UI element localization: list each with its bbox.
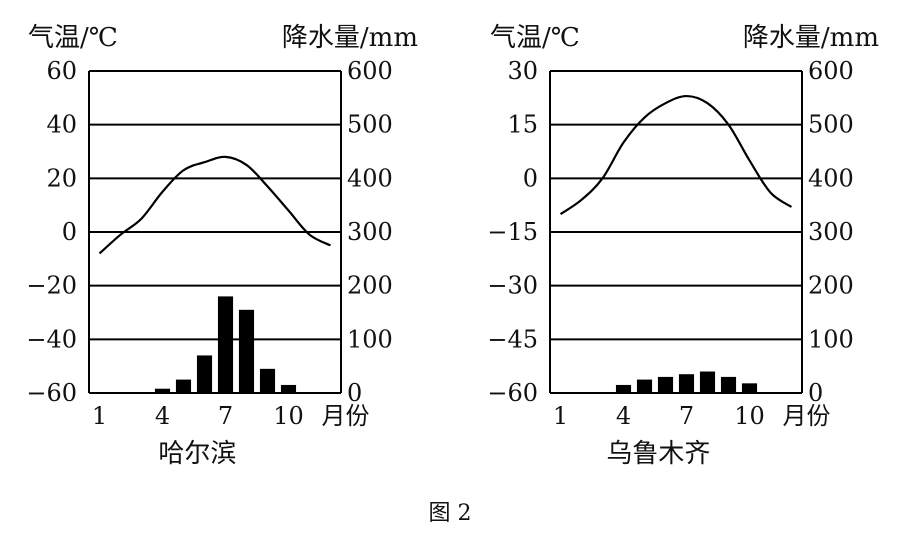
left-tick-label: 0	[62, 218, 77, 246]
right-tick-label: 500	[808, 111, 854, 139]
precip-bar	[217, 296, 234, 393]
left-tick-label: 40	[46, 111, 77, 139]
precip-bar	[280, 384, 297, 393]
precip-bar	[259, 368, 276, 393]
right-tick-label: 400	[347, 164, 393, 192]
city-name: 乌鲁木齐	[606, 439, 710, 469]
temperature-line	[98, 155, 332, 255]
precip-bar	[154, 388, 171, 393]
precip-bar	[196, 355, 213, 393]
left-tick-label: 20	[46, 164, 77, 192]
right-tick-label: 100	[347, 325, 393, 353]
left-tick-label: −60	[26, 379, 77, 407]
x-tick-label: 4	[616, 402, 631, 430]
x-axis-unit: 月份	[322, 402, 370, 430]
left-tick-label: 30	[507, 57, 538, 85]
x-axis-unit: 月份	[783, 402, 831, 430]
precip-bar	[720, 376, 737, 393]
x-tick-label: 4	[155, 402, 170, 430]
x-tick-label: 1	[553, 402, 568, 430]
precip-bar	[175, 379, 192, 393]
right-tick-label: 300	[347, 218, 393, 246]
precip-bar	[615, 384, 632, 393]
left-tick-label: −20	[26, 272, 77, 300]
x-tick-label: 10	[734, 402, 765, 430]
left-tick-label: −60	[487, 379, 538, 407]
left-tick-label: −45	[487, 325, 538, 353]
left-axis-title: 气温/℃	[490, 23, 580, 53]
left-tick-label: −40	[26, 325, 77, 353]
precip-bar	[699, 371, 716, 393]
precip-bar	[741, 383, 758, 393]
temperature-line	[559, 94, 793, 216]
x-tick-label: 1	[92, 402, 107, 430]
right-tick-label: 200	[808, 272, 854, 300]
right-tick-label: 600	[808, 57, 854, 85]
precip-bar	[678, 374, 695, 393]
right-tick-label: 400	[808, 164, 854, 192]
x-tick-label: 7	[218, 402, 233, 430]
right-tick-label: 300	[808, 218, 854, 246]
left-tick-label: −15	[487, 218, 538, 246]
chart-urumqi: 气温/℃ 降水量/mm 30 600 15 500 0 400 −15 300 −30 200 −45 1…	[487, 23, 879, 469]
right-tick-label: 0	[808, 379, 823, 407]
left-tick-label: 60	[46, 57, 77, 85]
left-tick-label: 0	[523, 164, 538, 192]
left-tick-label: −30	[487, 272, 538, 300]
right-tick-label: 0	[347, 379, 362, 407]
left-axis-title: 气温/℃	[28, 23, 118, 53]
precip-bar	[238, 309, 255, 393]
x-tick-label: 7	[679, 402, 694, 430]
precip-bar	[636, 379, 653, 393]
left-tick-label: 15	[507, 111, 538, 139]
right-tick-label: 600	[347, 57, 393, 85]
right-tick-label: 500	[347, 111, 393, 139]
figure-caption: 图 2	[429, 501, 472, 526]
x-tick-label: 10	[273, 402, 304, 430]
city-name: 哈尔滨	[158, 439, 236, 469]
right-axis-title: 降水量/mm	[743, 23, 879, 53]
precip-bar	[657, 376, 674, 393]
right-axis-title: 降水量/mm	[282, 23, 418, 53]
right-tick-label: 200	[347, 272, 393, 300]
right-tick-label: 100	[808, 325, 854, 353]
